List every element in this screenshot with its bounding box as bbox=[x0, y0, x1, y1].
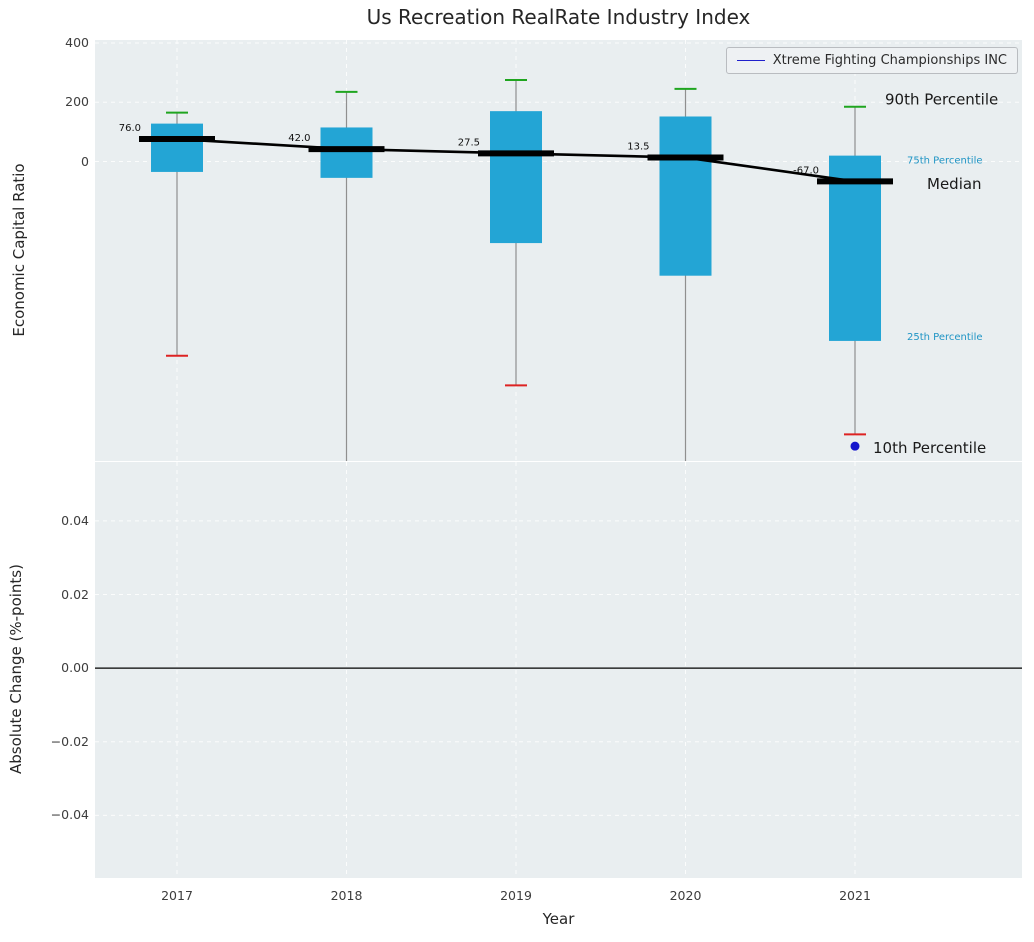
median-value-label: 42.0 bbox=[288, 133, 310, 144]
x-axis-label: Year bbox=[95, 910, 1022, 928]
median-value-label: 76.0 bbox=[119, 123, 141, 134]
x-tick-label: 2021 bbox=[825, 888, 885, 903]
median-value-label: 13.5 bbox=[627, 142, 649, 153]
bottom-y-tick-label: −0.04 bbox=[43, 807, 89, 822]
iqr-box bbox=[321, 127, 373, 177]
median-value-label: 27.5 bbox=[458, 137, 480, 148]
iqr-box bbox=[660, 116, 712, 275]
x-tick-label: 2018 bbox=[317, 888, 377, 903]
company-point bbox=[851, 442, 860, 451]
bottom-y-tick-label: 0.02 bbox=[43, 587, 89, 602]
percentile-annotation: 10th Percentile bbox=[873, 439, 986, 457]
iqr-box bbox=[151, 124, 203, 172]
percentile-annotation: Median bbox=[927, 175, 982, 193]
bottom-y-tick-label: 0.00 bbox=[43, 660, 89, 675]
top-y-axis-label: Economic Capital Ratio bbox=[10, 100, 30, 400]
bottom-y-axis-label: Absolute Change (%-points) bbox=[7, 509, 27, 829]
bottom-plot bbox=[95, 462, 1022, 878]
percentile-annotation: 90th Percentile bbox=[885, 91, 998, 109]
x-tick-label: 2019 bbox=[486, 888, 546, 903]
top-y-tick-label: 200 bbox=[43, 94, 89, 109]
top-y-tick-label: 0 bbox=[43, 154, 89, 169]
chart-title: Us Recreation RealRate Industry Index bbox=[95, 5, 1022, 29]
bottom-y-tick-label: 0.04 bbox=[43, 513, 89, 528]
median-value-label: -67.0 bbox=[793, 165, 819, 176]
iqr-box bbox=[490, 111, 542, 243]
figure: Us Recreation RealRate Industry Index 76… bbox=[0, 0, 1034, 942]
top-y-tick-label: 400 bbox=[43, 35, 89, 50]
legend-line-icon bbox=[737, 60, 765, 61]
bottom-y-tick-label: −0.02 bbox=[43, 734, 89, 749]
top-plot: 76.0 42.0 27.5 13.5 -67.0 90th Percentile 75th… bbox=[95, 40, 1022, 461]
legend: Xtreme Fighting Championships INC bbox=[726, 47, 1018, 74]
x-tick-label: 2017 bbox=[147, 888, 207, 903]
legend-label: Xtreme Fighting Championships INC bbox=[773, 53, 1007, 68]
x-tick-label: 2020 bbox=[656, 888, 716, 903]
percentile-annotation: 25th Percentile bbox=[907, 332, 983, 343]
percentile-annotation: 75th Percentile bbox=[907, 156, 983, 167]
